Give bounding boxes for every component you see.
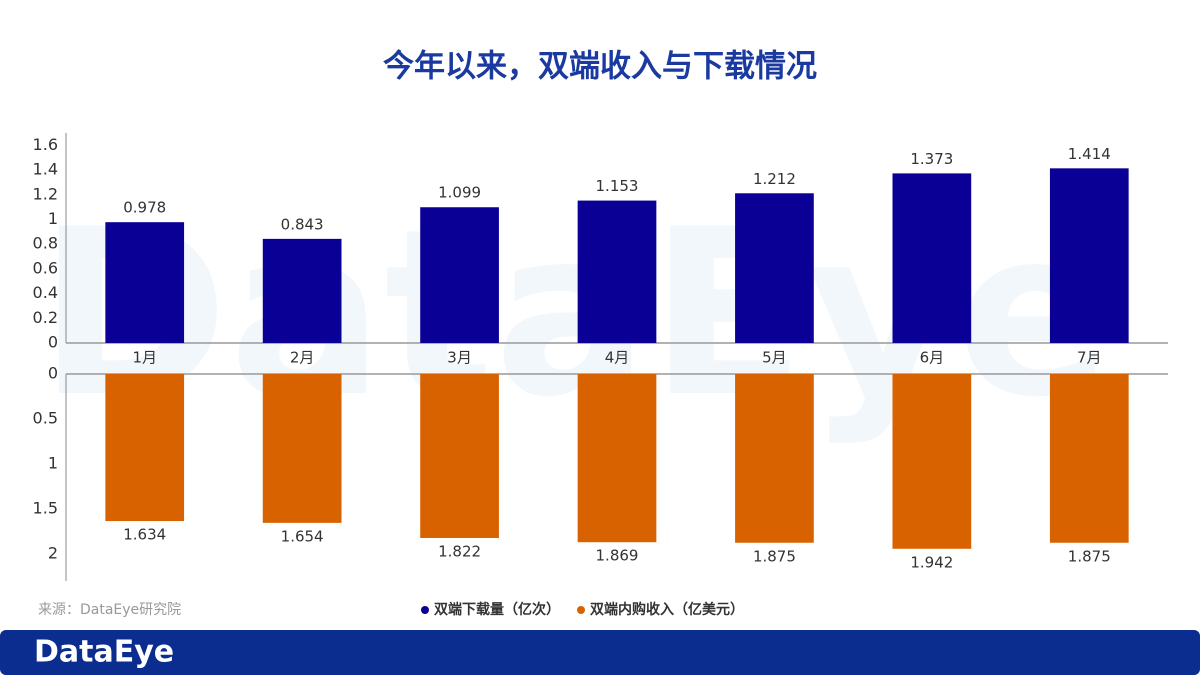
data-label: 0.843 [281,215,324,233]
legend-label: 双端下载量（亿次） [434,601,560,618]
legend-marker [421,606,429,614]
data-label: 1.099 [438,184,481,202]
y-tick-label: 0.8 [33,234,58,253]
bar [105,374,185,522]
data-label: 1.654 [281,527,324,545]
x-tick-label: 5月 [762,349,787,367]
bar [262,374,342,523]
data-label: 1.373 [910,150,953,168]
bar [577,374,657,543]
y-tick-label: 1.4 [33,160,58,179]
bar [1049,168,1129,343]
x-tick-label: 1月 [132,349,157,367]
y-tick-label: 0.5 [33,409,58,428]
bar [892,173,972,343]
bar [1049,374,1129,543]
y-tick-label: 1.5 [33,499,58,518]
y-tick-label: 0.6 [33,258,58,277]
data-label: 1.875 [753,547,796,565]
legend-label: 双端内购收入（亿美元） [590,601,744,618]
y-tick-label: 0.2 [33,308,58,327]
x-tick-label: 4月 [605,349,630,367]
brand: DataEye [34,635,174,670]
y-tick-label: 0 [48,364,58,383]
x-tick-label: 7月 [1077,349,1102,367]
data-label: 1.875 [1068,547,1111,565]
y-tick-label: 1 [48,454,58,473]
y-tick-label: 0 [48,333,58,352]
data-label: 1.153 [596,177,639,195]
bar [420,207,499,343]
y-tick-label: 1.6 [33,135,58,154]
data-label: 1.869 [596,547,639,565]
bar [420,374,499,538]
data-label: 0.978 [123,199,166,217]
y-tick-label: 2 [48,544,58,563]
bar [577,200,657,343]
data-label: 1.414 [1068,145,1111,163]
x-tick-label: 6月 [920,349,945,367]
y-tick-label: 1.2 [33,184,58,203]
title: 今年以来，双端收入与下载情况 [383,49,817,85]
bar [735,374,814,543]
footer-bar [0,630,1200,675]
data-label: 1.212 [753,170,796,188]
y-tick-label: 0.4 [33,283,58,302]
data-label: 1.634 [123,526,166,544]
data-label: 1.942 [910,553,953,571]
x-tick-label: 2月 [290,349,315,367]
bar [735,193,814,343]
x-tick-label: 3月 [447,349,472,367]
source: 来源：DataEye研究院 [38,602,181,618]
data-label: 1.822 [438,542,481,560]
bar [105,222,185,343]
bar [892,374,972,549]
bar [262,238,342,343]
legend-marker [577,606,585,614]
y-tick-label: 1 [48,209,58,228]
